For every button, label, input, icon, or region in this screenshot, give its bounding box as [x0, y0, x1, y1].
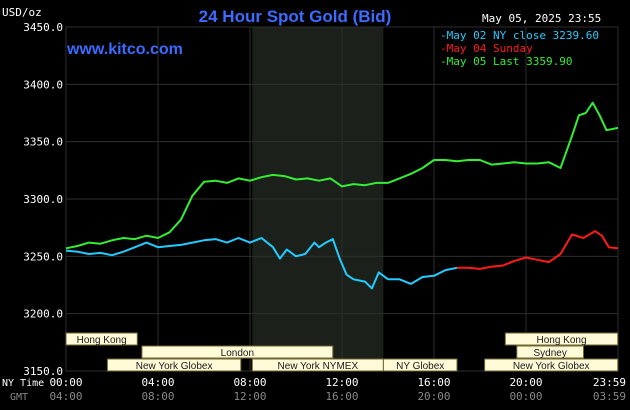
y-tick-label: 3300.0 [23, 193, 63, 206]
gmt-label: GMT [10, 392, 28, 403]
session-label: New York Globex [513, 361, 590, 372]
session-hong-kong: Hong Kong [65, 332, 138, 346]
x-tick-label-gmt: 12:00 [233, 390, 266, 403]
session-new-york-globex: New York Globex [106, 358, 242, 372]
x-tick-label-gmt: 04:00 [49, 390, 82, 403]
x-tick-label-ny: 00:00 [49, 376, 82, 389]
y-tick-label: 3400.0 [23, 78, 63, 91]
legend: -May 02 NY close 3239.60-May 04 Sunday-M… [440, 29, 599, 68]
x-tick-label-gmt: 16:00 [325, 390, 358, 403]
session-label: Sydney [533, 348, 566, 359]
series-line-1 [457, 230, 619, 270]
x-tick-label-ny: 20:00 [509, 376, 542, 389]
session-label: Hong Kong [537, 335, 587, 346]
x-tick-label-ny: 04:00 [141, 376, 174, 389]
y-tick-label: 3450.0 [23, 21, 63, 34]
session-ny-globex: NY Globex [382, 358, 458, 372]
x-tick-label-ny: 12:00 [325, 376, 358, 389]
session-label: New York Globex [136, 361, 213, 372]
chart-title: 24 Hour Spot Gold (Bid) [199, 7, 392, 26]
x-tick-label-gmt: 00:00 [509, 390, 542, 403]
y-tick-label: 3200.0 [23, 308, 63, 321]
price-series [65, 101, 619, 290]
x-tick-label-gmt: 20:00 [417, 390, 450, 403]
y-axis-tick-labels: 3450.0 3400.0 3350.0 3300.0 3250.0 3200.0 3150… [23, 21, 63, 378]
x-axis-tick-labels: 00:00 04:00 08:00 12:00 16:00 20:00 23:5904:00… [49, 376, 626, 403]
session-box [504, 332, 619, 346]
y-tick-label: 3350.0 [23, 136, 63, 149]
session-label: London [221, 348, 254, 359]
session-sydney: Sydney [516, 345, 584, 359]
session-london: London [141, 345, 334, 359]
session-box [516, 345, 584, 359]
session-box [65, 332, 138, 346]
x-tick-label-gmt: 08:00 [141, 390, 174, 403]
kitco-watermark: www.kitco.com [66, 41, 183, 58]
legend-entry: -May 02 NY close 3239.60 [440, 29, 599, 42]
series-line-0 [65, 237, 458, 290]
y-tick-label: 3150.0 [23, 365, 63, 378]
session-box [106, 358, 242, 372]
session-new-york-globex: New York Globex [484, 358, 619, 372]
session-label: Hong Kong [77, 335, 127, 346]
session-new-york-nymex: New York NYMEX [251, 358, 384, 372]
x-tick-label-ny: 16:00 [417, 376, 450, 389]
session-label: NY Globex [396, 361, 444, 372]
session-box [382, 358, 458, 372]
legend-entry: -May 05 Last 3359.90 [440, 55, 572, 68]
timestamp: May 05, 2025 23:55 [482, 12, 601, 25]
x-tick-label-gmt: 03:59 [593, 390, 626, 403]
session-label: New York NYMEX [278, 361, 359, 372]
session-box [484, 358, 619, 372]
legend-entry: -May 04 Sunday [440, 42, 533, 55]
x-tick-label-ny: 08:00 [233, 376, 266, 389]
x-tick-label-ny: 23:59 [593, 376, 626, 389]
ny-time-label: NY Time [2, 378, 44, 389]
trading-sessions: Hong Kong London New York Globex New York N… [65, 332, 619, 372]
y-tick-label: 3250.0 [23, 250, 63, 263]
y-axis-unit: USD/oz [2, 6, 42, 19]
session-hong-kong: Hong Kong [504, 332, 619, 346]
session-box [141, 345, 334, 359]
series-line-2 [65, 101, 619, 250]
